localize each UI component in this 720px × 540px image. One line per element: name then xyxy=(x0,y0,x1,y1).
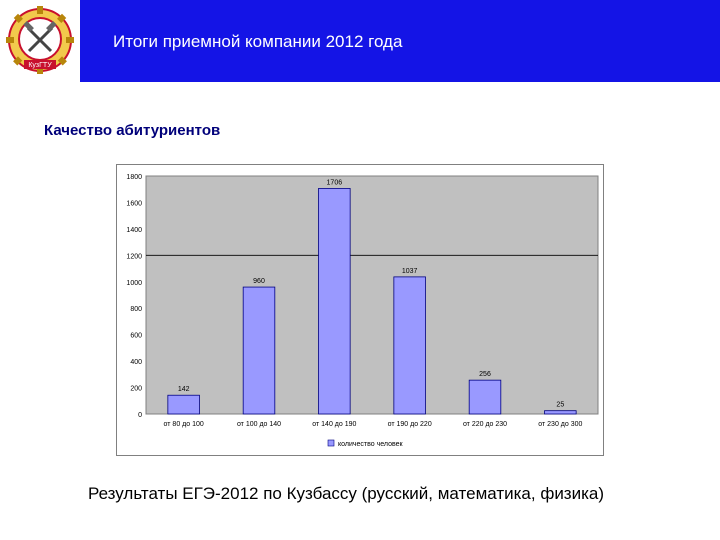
bar-chart: 0 200 400 600 800 1000 1200 1400 1600 1800 142 от 8… xyxy=(116,164,604,456)
y-tick-label: 200 xyxy=(130,386,142,393)
x-tick-label: от 220 до 230 xyxy=(463,421,507,428)
data-label: 960 xyxy=(253,278,265,285)
data-label: 1706 xyxy=(327,179,343,186)
chart-container: 0 200 400 600 800 1000 1200 1400 1600 1800 142 от 8… xyxy=(116,164,604,456)
x-tick-label: от 80 до 100 xyxy=(164,421,204,428)
y-tick-label: 600 xyxy=(130,333,142,340)
plot-area xyxy=(145,175,599,415)
logo-text: КузГТУ xyxy=(28,62,52,69)
legend-label: количество человек xyxy=(338,441,403,448)
bar xyxy=(393,276,426,415)
x-tick-label: от 190 до 220 xyxy=(388,421,432,428)
header-bar xyxy=(80,0,720,82)
y-tick-label: 1200 xyxy=(126,253,142,260)
y-tick-label: 1600 xyxy=(126,200,142,207)
page-title: Итоги приемной компании 2012 года xyxy=(113,32,403,51)
slide-header: КузГТУ Итоги приемной компании 2012 года xyxy=(0,0,720,82)
bar xyxy=(318,188,351,415)
y-tick-label: 400 xyxy=(130,359,142,366)
university-logo: КузГТУ xyxy=(6,6,74,76)
data-label: 25 xyxy=(556,402,564,409)
y-tick-label: 1400 xyxy=(126,227,142,234)
x-tick-label: от 230 до 300 xyxy=(538,421,582,428)
data-label: 1037 xyxy=(402,268,418,275)
gear-hammers-emblem-icon: КузГТУ xyxy=(6,6,74,74)
x-tick-label: от 140 до 190 xyxy=(312,421,356,428)
data-label: 256 xyxy=(479,371,491,378)
slide-caption: Результаты ЕГЭ-2012 по Кузбассу (русский… xyxy=(88,484,605,503)
legend-swatch xyxy=(327,439,335,447)
bar xyxy=(167,394,200,415)
bar xyxy=(242,286,276,415)
y-tick-label: 800 xyxy=(130,306,142,313)
y-tick-label: 1800 xyxy=(126,174,142,181)
x-tick-label: от 100 до 140 xyxy=(237,421,281,428)
bar xyxy=(468,379,502,415)
y-tick-label: 0 xyxy=(138,412,142,419)
section-subtitle: Качество абитуриентов xyxy=(44,122,221,139)
bar xyxy=(544,410,577,415)
y-tick-label: 1000 xyxy=(126,280,142,287)
data-label: 142 xyxy=(178,386,190,393)
